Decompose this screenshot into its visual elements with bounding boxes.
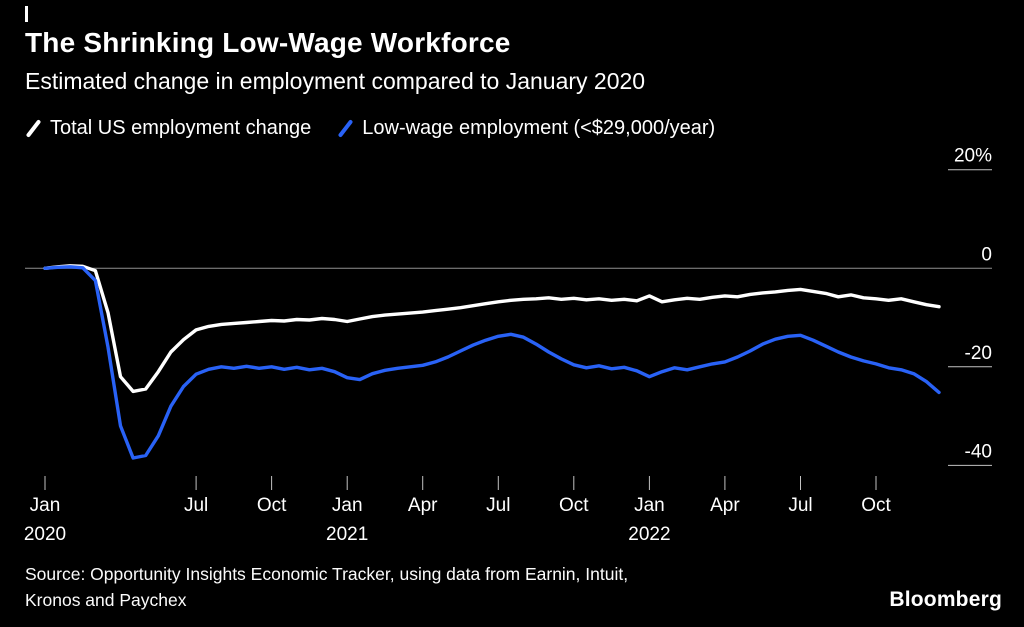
corner-tick	[25, 6, 28, 22]
x-axis-label: Oct	[861, 495, 891, 516]
x-axis-label: Jan	[30, 495, 61, 516]
y-axis-label: 20%	[954, 146, 992, 167]
chart-title: The Shrinking Low-Wage Workforce	[25, 27, 511, 58]
employment-line-chart: 20% 0 -20 -40 Jan 2020 Jul Oct Jan 2021 Apr Jul Oct J…	[24, 146, 992, 545]
source-line-1: Source: Opportunity Insights Economic Tr…	[25, 564, 629, 584]
x-axis-label: Apr	[710, 495, 740, 516]
bloomberg-logo: Bloomberg	[889, 588, 1002, 611]
chart-subtitle: Estimated change in employment compared …	[25, 68, 646, 94]
line-swatch-icon	[26, 120, 41, 137]
x-axis-year-label: 2021	[326, 524, 368, 545]
legend-item-total-employment: Total US employment change	[25, 117, 311, 140]
legend-item-low-wage: Low-wage employment (<$29,000/year)	[337, 117, 715, 140]
x-axis-label: Jan	[332, 495, 363, 516]
x-axis-label: Jul	[184, 495, 208, 516]
x-axis-label: Jul	[788, 495, 812, 516]
legend-label-total-employment: Total US employment change	[50, 117, 312, 139]
x-axis-label: Oct	[257, 495, 287, 516]
source-line-2: Kronos and Paychex	[25, 590, 187, 611]
series-line-total-employment	[43, 264, 941, 394]
x-axis-year-label: 2022	[628, 524, 670, 545]
y-axis-label: -40	[965, 441, 992, 462]
x-axis-label: Jan	[634, 495, 665, 516]
y-axis-label: -20	[965, 343, 992, 364]
y-axis-label: 0	[981, 244, 992, 265]
series-line-low-wage	[43, 265, 941, 460]
source-note: Source: Opportunity Insights Economic Tr…	[25, 561, 628, 614]
legend: Total US employment change Low-wage empl…	[25, 117, 715, 140]
x-axis-label: Oct	[559, 495, 589, 516]
x-axis-label: Jul	[486, 495, 510, 516]
x-axis-year-label: 2020	[24, 524, 66, 545]
legend-label-low-wage: Low-wage employment (<$29,000/year)	[362, 117, 716, 139]
x-axis-label: Apr	[408, 495, 438, 516]
line-swatch-icon	[338, 120, 353, 137]
